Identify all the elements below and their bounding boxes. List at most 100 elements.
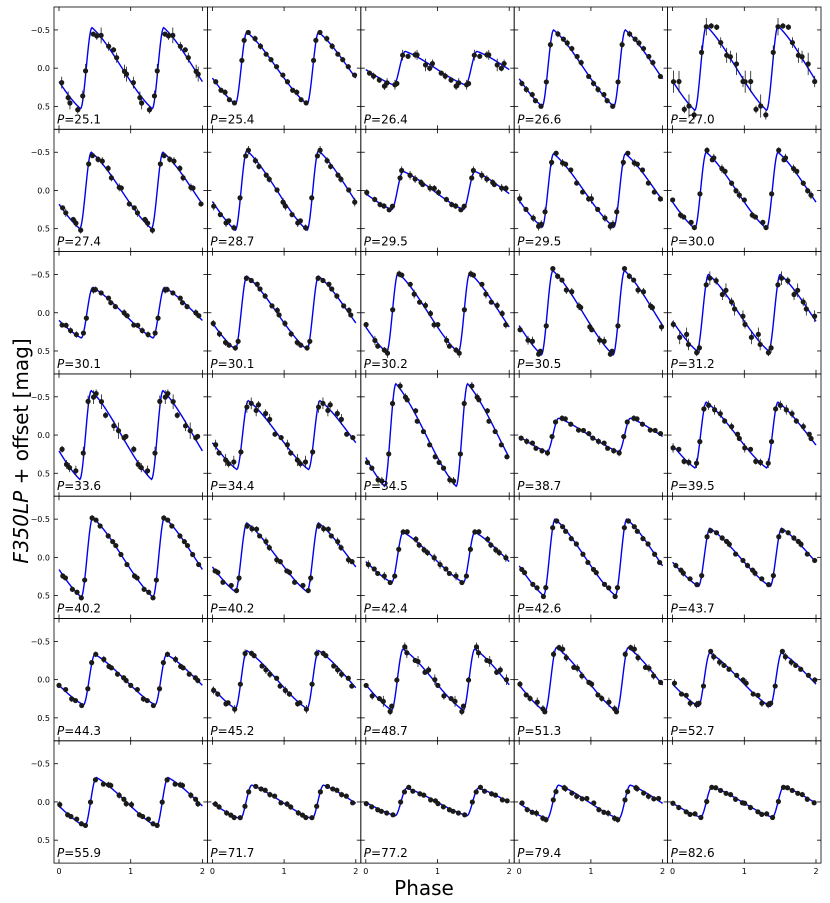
data-point — [651, 673, 657, 679]
data-point — [651, 189, 657, 195]
data-point — [585, 559, 591, 566]
data-point — [400, 52, 406, 58]
data-point — [381, 347, 387, 353]
data-point — [327, 402, 333, 408]
data-point — [691, 112, 697, 118]
data-point — [317, 29, 323, 36]
data-point — [389, 400, 396, 407]
light-curve-panel: P=52.7 — [667, 618, 822, 742]
y-tick-label: 0.5 — [37, 714, 50, 723]
period-label: P=43.7 — [671, 602, 715, 616]
light-curve-panel: P=38.7 — [513, 373, 669, 497]
period-label: P=31.2 — [671, 357, 715, 371]
data-point — [742, 445, 748, 451]
panel-frame — [206, 128, 362, 253]
data-point — [152, 330, 158, 336]
x-tick-label: 0 — [56, 867, 61, 876]
data-point — [472, 529, 478, 535]
x-tick-label: 2 — [660, 867, 665, 876]
x-tick-label: 0 — [210, 867, 215, 876]
data-point — [612, 593, 618, 600]
period-label: P=25.4 — [210, 112, 254, 126]
data-point — [410, 788, 416, 794]
data-point — [707, 275, 713, 281]
data-point — [390, 307, 396, 313]
data-point — [161, 153, 167, 159]
data-point — [69, 586, 76, 592]
data-point — [722, 418, 728, 424]
data-point — [406, 784, 412, 790]
data-point — [636, 40, 642, 46]
data-point — [492, 428, 498, 435]
data-point — [180, 175, 186, 181]
data-point — [543, 79, 549, 85]
data-point — [70, 216, 76, 223]
light-curve-panel: P=43.7 — [667, 495, 822, 619]
data-point — [216, 331, 223, 337]
data-point — [288, 450, 294, 456]
data-point — [524, 807, 530, 813]
data-point — [568, 167, 574, 173]
data-point — [74, 816, 80, 822]
data-point — [440, 804, 447, 810]
data-point — [256, 163, 262, 170]
period-label: P=28.7 — [210, 235, 254, 249]
light-curve-panel: P=30.5 — [513, 251, 669, 375]
data-point — [765, 350, 772, 356]
period-label: P=79.4 — [517, 846, 561, 860]
model-curve — [58, 286, 203, 339]
data-point — [704, 147, 710, 153]
light-curve-panel: 0 1 2 P=77.2 — [360, 740, 515, 876]
data-point — [584, 795, 590, 802]
data-point — [298, 342, 304, 348]
data-point — [74, 589, 80, 595]
model-curve — [58, 516, 203, 599]
data-point — [87, 799, 94, 805]
data-point — [458, 207, 464, 213]
light-curve-panel: P=42.6 — [513, 495, 669, 619]
data-point — [131, 322, 137, 328]
data-point — [416, 542, 422, 548]
data-point — [415, 658, 421, 665]
data-point — [467, 546, 474, 552]
data-point — [123, 433, 129, 440]
data-point — [328, 533, 334, 539]
data-point — [257, 286, 263, 292]
data-point — [645, 793, 652, 799]
data-point — [290, 87, 296, 93]
data-point — [748, 78, 754, 85]
data-point — [142, 216, 148, 223]
data-point — [470, 167, 476, 174]
data-point — [437, 561, 443, 568]
data-point — [139, 100, 145, 106]
data-point — [678, 691, 685, 697]
data-point — [604, 98, 610, 104]
data-point — [156, 686, 163, 692]
data-point — [808, 192, 814, 198]
data-point — [681, 458, 687, 464]
data-point — [167, 156, 173, 162]
data-point — [346, 187, 352, 193]
light-curve-panel: P=26.6 — [513, 6, 669, 130]
data-point — [779, 528, 785, 534]
data-point — [691, 224, 697, 231]
data-point — [170, 399, 176, 405]
data-point — [404, 529, 410, 535]
data-point — [397, 383, 403, 389]
data-point — [59, 80, 65, 86]
data-point — [100, 781, 107, 787]
data-point — [462, 812, 468, 818]
data-point — [477, 784, 484, 790]
data-point — [425, 667, 432, 673]
data-point — [225, 700, 231, 706]
data-point — [320, 277, 326, 284]
data-point — [560, 36, 567, 42]
data-point — [578, 304, 584, 311]
data-point — [195, 801, 201, 807]
data-point — [615, 79, 621, 85]
data-point — [131, 446, 137, 452]
data-point — [619, 42, 625, 48]
data-point — [759, 576, 765, 582]
x-axis-label: Phase — [394, 876, 454, 900]
data-point — [681, 214, 687, 220]
